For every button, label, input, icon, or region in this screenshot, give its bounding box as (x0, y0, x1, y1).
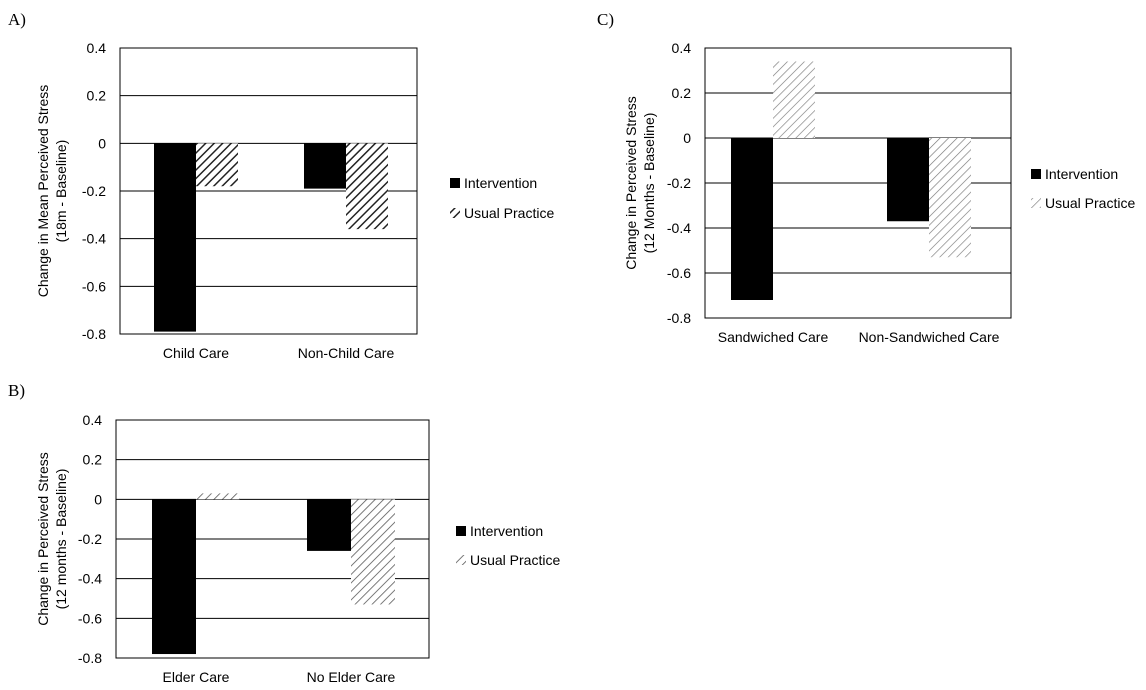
y-tick-label: -0.6 (78, 610, 102, 626)
y-tick-label: -0.4 (82, 231, 106, 247)
y-tick-label: -0.8 (82, 326, 106, 342)
y-tick-label: 0 (98, 135, 106, 151)
y-tick-label: 0.2 (83, 452, 103, 468)
y-tick-label: 0.2 (87, 88, 107, 104)
bar-usual-practice (929, 138, 971, 257)
legend-label: Usual Practice (470, 552, 560, 568)
y-tick-label: 0 (94, 491, 102, 507)
y-tick-label: 0.4 (87, 40, 107, 56)
bar-intervention (887, 138, 929, 221)
y-tick-label: 0.4 (672, 40, 692, 56)
y-tick-label: -0.4 (78, 571, 102, 587)
panel-label-b: B) (8, 381, 25, 400)
x-category-label: Non-Sandwiched Care (859, 329, 1000, 345)
y-axis-label: Change in Mean Perceived Stress (35, 85, 51, 297)
y-tick-label: -0.6 (667, 265, 691, 281)
y-tick-label: -0.8 (78, 650, 102, 666)
x-category-label: Child Care (163, 345, 229, 361)
y-axis-label: (12 months - Baseline) (53, 469, 69, 610)
bar-usual-practice (346, 143, 388, 229)
y-tick-label: 0.4 (83, 412, 103, 428)
bar-usual-practice (196, 493, 240, 499)
bar-intervention (304, 143, 346, 188)
y-tick-label: -0.4 (667, 220, 691, 236)
chart-panel-a: 0.4 0.2 0 -0.2 -0.4 -0.6 -0.8 Child Care Non-Chi… (35, 40, 554, 361)
chart-panel-b: 0.4 0.2 0 -0.2 -0.4 -0.6 -0.8 Elder Care No Elde… (35, 412, 560, 685)
bar-intervention (307, 499, 351, 551)
legend-swatch-usual-practice (1031, 198, 1041, 208)
legend-label: Usual Practice (1045, 195, 1135, 211)
legend-swatch-intervention (450, 178, 460, 188)
legend-swatch-usual-practice (456, 555, 466, 565)
y-tick-label: -0.2 (82, 183, 106, 199)
legend-swatch-intervention (456, 526, 466, 536)
legend-label: Usual Practice (464, 205, 554, 221)
y-tick-label: -0.2 (667, 175, 691, 191)
legend-label: Intervention (1045, 166, 1118, 182)
bar-usual-practice (351, 499, 395, 604)
bar-intervention (152, 499, 196, 654)
y-tick-label: -0.6 (82, 278, 106, 294)
legend-label: Intervention (464, 175, 537, 191)
bar-intervention (731, 138, 773, 300)
legend-swatch-usual-practice (450, 208, 460, 218)
y-axis-label: Change in Perceived Stress (623, 96, 639, 270)
bar-usual-practice (196, 143, 238, 186)
legend-swatch-intervention (1031, 169, 1041, 179)
y-axis-label: (18m - Baseline) (53, 140, 69, 243)
x-category-label: Elder Care (163, 669, 230, 685)
bar-usual-practice (773, 62, 815, 139)
y-tick-label: 0.2 (672, 85, 692, 101)
x-category-label: Non-Child Care (298, 345, 395, 361)
panel-label-c: C) (597, 10, 614, 29)
bar-intervention (154, 143, 196, 331)
x-category-label: Sandwiched Care (718, 329, 829, 345)
chart-panel-c: 0.4 0.2 0 -0.2 -0.4 -0.6 -0.8 Sandwiched Care No… (623, 40, 1135, 345)
legend-label: Intervention (470, 523, 543, 539)
y-tick-label: 0 (683, 130, 691, 146)
x-category-label: No Elder Care (307, 669, 396, 685)
panel-label-a: A) (8, 10, 26, 29)
y-tick-label: -0.8 (667, 310, 691, 326)
y-axis-label: (12 Months - Baseline) (641, 113, 657, 254)
y-axis-label: Change in Perceived Stress (35, 452, 51, 626)
y-tick-label: -0.2 (78, 531, 102, 547)
